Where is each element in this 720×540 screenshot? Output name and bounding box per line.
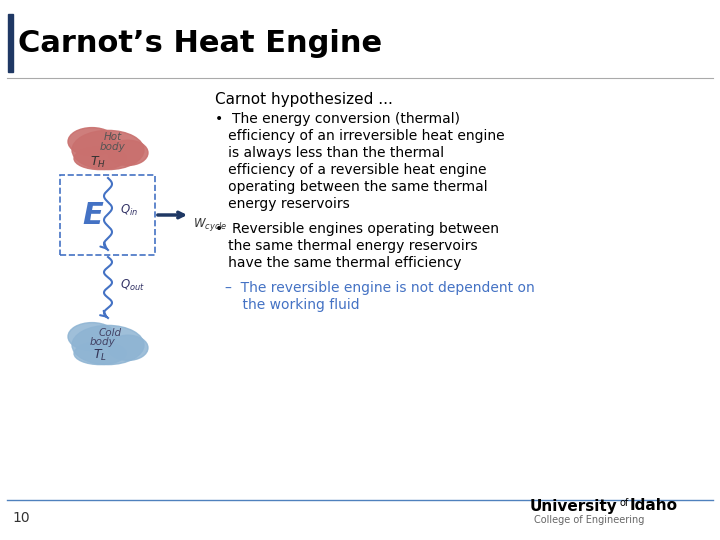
Text: College of Engineering: College of Engineering bbox=[534, 515, 644, 525]
Text: efficiency of a reversible heat engine: efficiency of a reversible heat engine bbox=[215, 163, 487, 177]
Ellipse shape bbox=[68, 127, 116, 156]
Ellipse shape bbox=[108, 335, 148, 360]
Text: $W_{cycle}$: $W_{cycle}$ bbox=[193, 217, 228, 233]
Text: body: body bbox=[100, 142, 126, 152]
Text: have the same thermal efficiency: have the same thermal efficiency bbox=[215, 256, 462, 270]
Text: Cold: Cold bbox=[99, 328, 122, 338]
Text: Hot: Hot bbox=[104, 132, 122, 142]
Text: E: E bbox=[83, 200, 104, 230]
Ellipse shape bbox=[74, 342, 126, 365]
Text: Carnot’s Heat Engine: Carnot’s Heat Engine bbox=[18, 29, 382, 57]
Text: efficiency of an irreversible heat engine: efficiency of an irreversible heat engin… bbox=[215, 129, 505, 143]
Text: $T_H$: $T_H$ bbox=[90, 154, 106, 170]
Bar bbox=[8, 14, 13, 72]
Text: the working fluid: the working fluid bbox=[225, 298, 359, 312]
Text: of: of bbox=[620, 498, 629, 508]
Ellipse shape bbox=[108, 140, 148, 165]
Text: •  The energy conversion (thermal): • The energy conversion (thermal) bbox=[215, 112, 460, 126]
Text: •  Reversible engines operating between: • Reversible engines operating between bbox=[215, 222, 499, 236]
Text: Idaho: Idaho bbox=[630, 498, 678, 514]
Text: is always less than the thermal: is always less than the thermal bbox=[215, 146, 444, 160]
Text: body: body bbox=[90, 337, 116, 347]
Text: $Q_{in}$: $Q_{in}$ bbox=[120, 202, 138, 218]
Text: University: University bbox=[530, 498, 618, 514]
Text: energy reservoirs: energy reservoirs bbox=[215, 197, 350, 211]
Text: operating between the same thermal: operating between the same thermal bbox=[215, 180, 487, 194]
Ellipse shape bbox=[72, 326, 144, 365]
FancyBboxPatch shape bbox=[60, 175, 155, 255]
Text: 10: 10 bbox=[12, 511, 30, 525]
Text: $Q_{out}$: $Q_{out}$ bbox=[120, 278, 145, 293]
Ellipse shape bbox=[68, 322, 116, 350]
Text: Carnot hypothesized ...: Carnot hypothesized ... bbox=[215, 92, 393, 107]
Text: the same thermal energy reservoirs: the same thermal energy reservoirs bbox=[215, 239, 477, 253]
Ellipse shape bbox=[72, 130, 144, 170]
Text: –  The reversible engine is not dependent on: – The reversible engine is not dependent… bbox=[225, 281, 535, 295]
Text: $T_L$: $T_L$ bbox=[93, 347, 107, 362]
Ellipse shape bbox=[74, 147, 126, 170]
